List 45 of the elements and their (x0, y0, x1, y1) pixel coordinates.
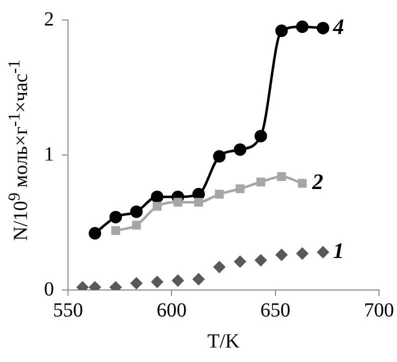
x-tick-label: 650 (260, 299, 290, 322)
point (296, 248, 308, 260)
point (88, 227, 102, 240)
point (130, 278, 142, 289)
point (132, 220, 141, 230)
x-tick-label: 700 (364, 299, 394, 322)
series-label: 1 (333, 238, 344, 263)
point (213, 150, 226, 163)
point (194, 198, 204, 207)
point (152, 202, 162, 211)
point (296, 20, 309, 33)
point (234, 143, 246, 156)
y-tick-label: 0 (44, 278, 54, 300)
x-tick-label: 550 (53, 299, 83, 322)
point (255, 254, 267, 266)
point (254, 130, 268, 142)
point (275, 24, 288, 38)
point (317, 246, 329, 258)
point (110, 282, 122, 290)
point (111, 226, 120, 236)
point (234, 256, 246, 268)
point (214, 261, 226, 273)
point (298, 178, 307, 188)
point (109, 210, 122, 224)
point (89, 282, 101, 290)
point (76, 282, 88, 290)
y-tick-label: 2 (44, 8, 54, 30)
point (173, 198, 182, 207)
point (214, 190, 224, 199)
series-label: 4 (332, 14, 344, 39)
point (192, 273, 204, 285)
point (172, 274, 184, 286)
point (276, 249, 288, 261)
point (236, 184, 245, 194)
point (151, 276, 163, 288)
point (256, 178, 266, 186)
x-tick-label: 600 (156, 299, 187, 322)
series-label: 2 (311, 169, 324, 194)
point (130, 205, 143, 218)
x-axis-title: T/K (207, 330, 240, 352)
y-tick-label: 1 (44, 143, 54, 166)
point (192, 188, 205, 200)
point (150, 190, 164, 204)
point (316, 22, 330, 34)
point (277, 172, 286, 182)
